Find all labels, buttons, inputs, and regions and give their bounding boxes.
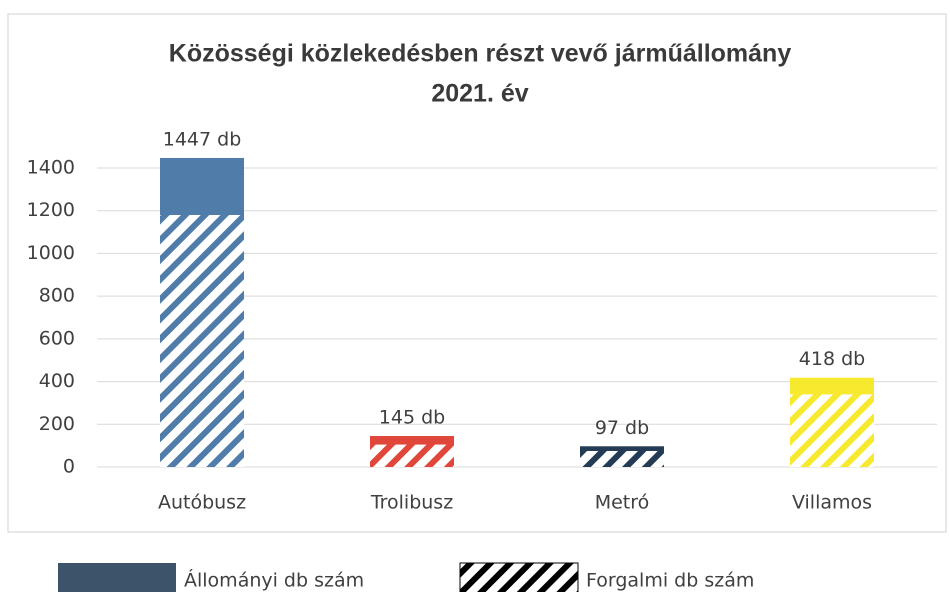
x-tick-label: Villamos — [792, 492, 872, 514]
y-tick-label: 0 — [63, 456, 75, 478]
legend-label: Állományi db szám — [184, 569, 364, 592]
y-tick-label: 200 — [39, 413, 75, 435]
bar — [160, 214, 244, 467]
x-tick-label: Metró — [595, 492, 650, 514]
data-label: 418 db — [799, 348, 865, 370]
chart-border — [7, 13, 947, 533]
legend-swatch — [58, 563, 176, 592]
bar — [370, 444, 454, 467]
data-label: 97 db — [595, 417, 649, 439]
data-label: 145 db — [379, 407, 445, 429]
x-tick-label: Autóbusz — [158, 492, 246, 514]
legend-label: Forgalmi db szám — [586, 570, 754, 592]
data-label: 1447 db — [163, 128, 242, 150]
x-tick-label: Trolibusz — [370, 492, 453, 514]
y-tick-label: 1000 — [27, 242, 75, 264]
y-tick-label: 600 — [39, 327, 75, 349]
y-tick-label: 1200 — [27, 199, 75, 221]
legend-swatch — [459, 562, 579, 592]
bar — [580, 450, 664, 467]
y-tick-label: 800 — [39, 285, 75, 307]
y-tick-label: 400 — [39, 370, 75, 392]
y-tick-label: 1400 — [27, 157, 75, 179]
chart-subtitle: 2021. év — [431, 80, 528, 108]
bar — [790, 394, 874, 467]
chart-title: Közösségi közlekedésben részt vevő jármű… — [169, 40, 792, 68]
